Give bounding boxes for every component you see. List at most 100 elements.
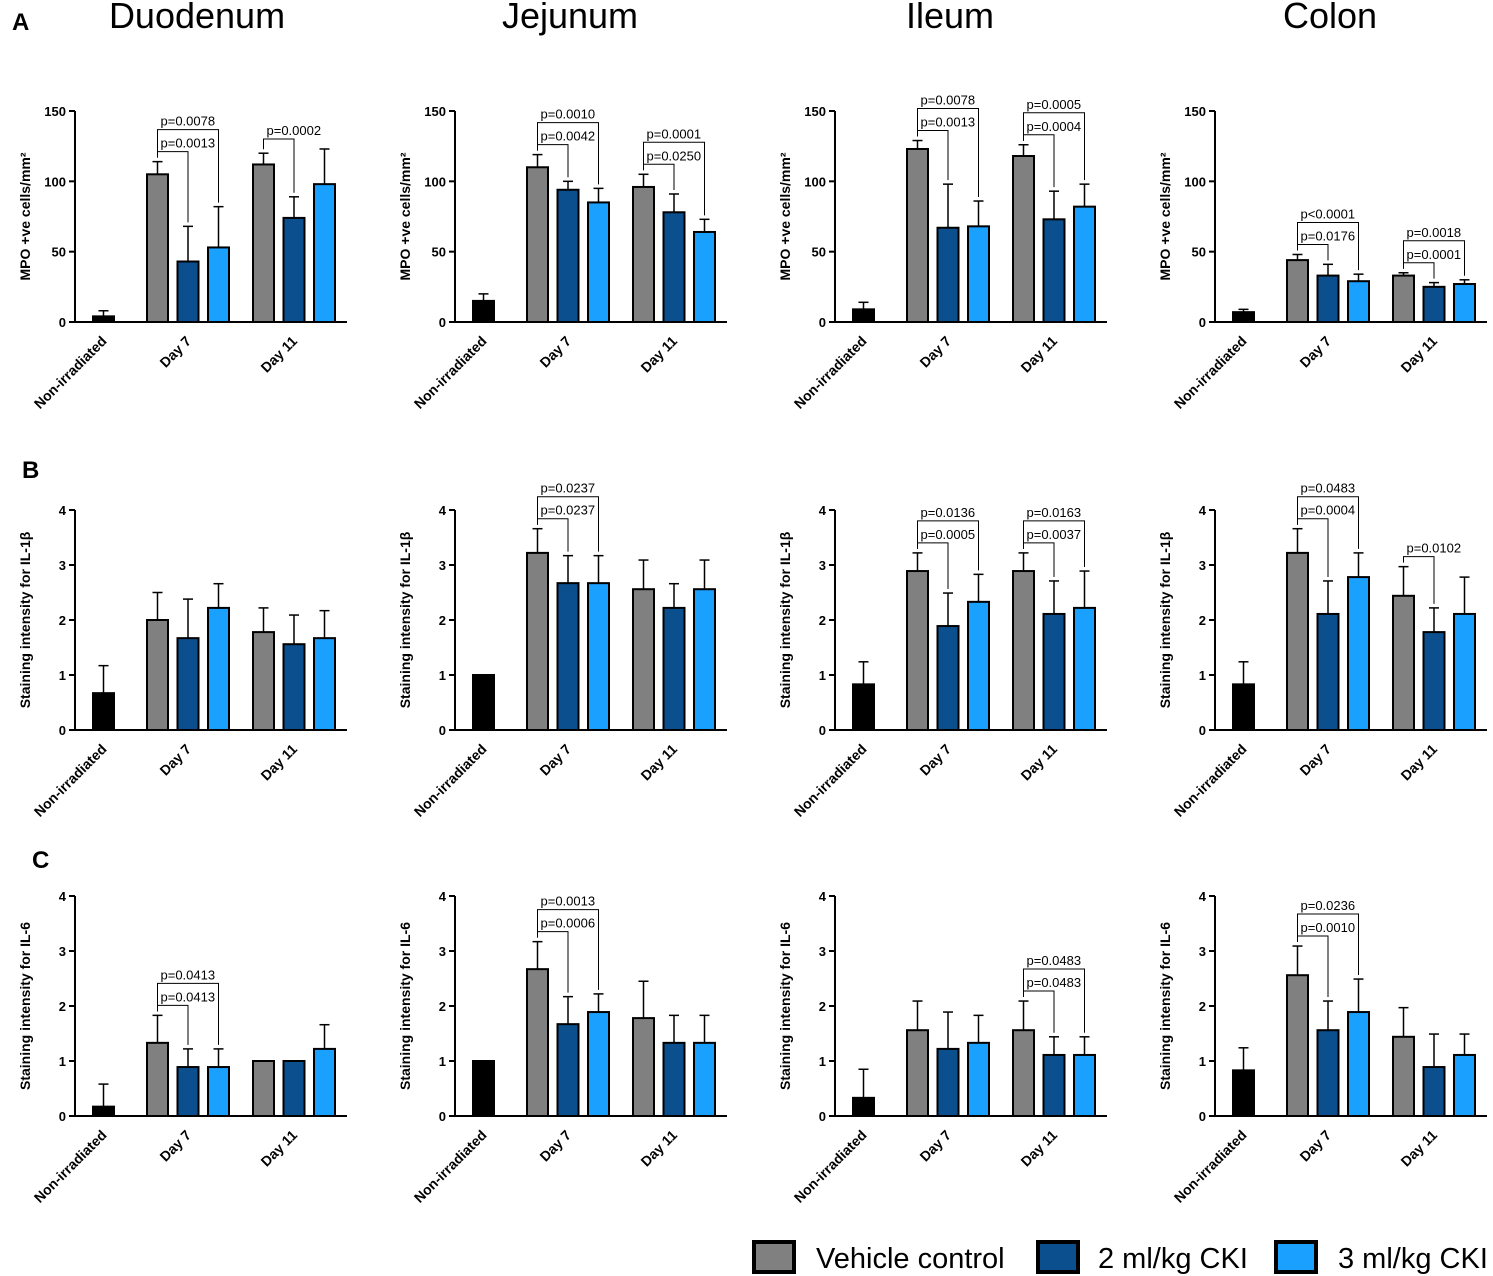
y-tick-label: 1: [439, 668, 446, 683]
y-tick-label: 150: [1184, 104, 1206, 119]
p-value-label: p=0.0037: [1027, 527, 1082, 542]
bar-2-ml-kg-cki: [662, 1041, 686, 1117]
p-value-label: p=0.0002: [267, 123, 322, 138]
bar-non-irradiated: [852, 683, 875, 731]
bar-3-ml-kg-cki: [967, 1041, 990, 1117]
bar-vehicle-control: [1286, 974, 1309, 1118]
legend-swatch-vehicle: [752, 1240, 796, 1274]
bar-3-ml-kg-cki: [1073, 606, 1096, 732]
significance-bracket: [917, 108, 979, 198]
bar-3-ml-kg-cki: [207, 1066, 230, 1118]
y-tick-label: 100: [424, 174, 446, 189]
p-value-label: p=0.0413: [161, 989, 216, 1004]
bar-2-ml-kg-cki: [556, 582, 580, 732]
p-value-label: p=0.0013: [541, 894, 596, 909]
bar-vehicle-control: [1286, 551, 1309, 732]
chart-A-duodenum: 0 50 100 150 MPO +ve cells/mm² Non-irradiated…: [17, 104, 347, 412]
significance-bracket: [917, 520, 979, 571]
chart-B-duodenum: 0 1 2 3 4 Staining intensity for IL-1β Non-irr…: [17, 503, 347, 820]
x-category-label: Day 11: [1017, 333, 1060, 376]
x-category-label: Day 11: [257, 1127, 300, 1170]
y-tick-label: 2: [819, 613, 826, 628]
y-tick-label: 1: [1199, 1054, 1206, 1069]
x-category-label: Day 11: [1017, 741, 1060, 784]
y-tick-label: 150: [424, 104, 446, 119]
bar-3-ml-kg-cki: [313, 1047, 336, 1118]
y-tick-label: 1: [59, 668, 66, 683]
x-category-label: Day 11: [637, 741, 680, 784]
x-category-label: Day 7: [916, 1127, 954, 1165]
y-axis-label: Staining intensity for IL-1β: [1157, 531, 1173, 708]
bar-non-irradiated: [1232, 1069, 1255, 1117]
bar-3-ml-kg-cki: [207, 246, 230, 324]
p-value-label: p=0.0163: [1027, 505, 1082, 520]
p-value-label: p=0.0483: [1027, 953, 1082, 968]
bar-2-ml-kg-cki: [1422, 1066, 1446, 1118]
bar-2-ml-kg-cki: [1042, 612, 1066, 732]
y-tick-label: 100: [804, 174, 826, 189]
y-tick-label: 0: [439, 723, 446, 738]
p-value-label: p=0.0237: [541, 481, 596, 496]
bar-non-irradiated: [472, 299, 495, 323]
y-tick-label: 0: [59, 723, 66, 738]
x-category-label: Non-irradiated: [791, 1127, 870, 1206]
bar-2-ml-kg-cki: [1042, 1053, 1066, 1117]
y-tick-label: 2: [59, 999, 66, 1014]
chart-C-colon: 0 1 2 3 4 Staining intensity for IL-6 Non-irra…: [1157, 889, 1487, 1206]
bar-2-ml-kg-cki: [1316, 1029, 1340, 1117]
bar-2-ml-kg-cki: [936, 226, 960, 323]
x-category-label: Day 7: [1296, 1127, 1334, 1165]
y-tick-label: 3: [819, 944, 826, 959]
bar-vehicle-control: [146, 1041, 169, 1117]
significance-bracket: [1023, 112, 1085, 181]
bar-2-ml-kg-cki: [282, 216, 306, 323]
legend-label-2ml: 2 ml/kg CKI: [1098, 1243, 1248, 1275]
chart-B-colon: 0 1 2 3 4 Staining intensity for IL-1β Non-irr…: [1157, 481, 1487, 820]
bar-3-ml-kg-cki: [1347, 576, 1370, 731]
y-tick-label: 4: [439, 503, 447, 518]
chart-C-jejunum: 0 1 2 3 4 Staining intensity for IL-6 Non-irra…: [397, 889, 727, 1206]
p-value-label: p=0.0001: [1407, 247, 1462, 262]
bar-vehicle-control: [252, 163, 275, 323]
p-value-label: p=0.0006: [541, 916, 596, 931]
p-value-label: p=0.0483: [1027, 975, 1082, 990]
y-axis-label: MPO +ve cells/mm²: [17, 152, 33, 280]
chart-B-jejunum: 0 1 2 3 4 Staining intensity for IL-1β Non-irr…: [397, 481, 727, 820]
x-category-label: Non-irradiated: [411, 1127, 490, 1206]
y-axis-label: Staining intensity for IL-1β: [397, 531, 413, 708]
y-tick-label: 150: [804, 104, 826, 119]
significance-bracket: [1297, 496, 1359, 549]
significance-bracket: [537, 122, 599, 185]
p-value-label: p=0.0176: [1301, 228, 1356, 243]
x-category-label: Day 11: [257, 333, 300, 376]
y-tick-label: 3: [439, 558, 446, 573]
y-tick-label: 0: [819, 1109, 826, 1124]
significance-bracket: [537, 496, 599, 552]
bar-vehicle-control: [526, 968, 549, 1118]
bar-non-irradiated: [92, 692, 115, 732]
bar-vehicle-control: [906, 570, 929, 731]
bar-2-ml-kg-cki: [556, 188, 580, 323]
y-tick-label: 3: [1199, 558, 1206, 573]
bar-3-ml-kg-cki: [207, 606, 230, 732]
y-tick-label: 3: [59, 944, 66, 959]
bar-3-ml-kg-cki: [967, 225, 990, 323]
x-category-label: Non-irradiated: [791, 741, 870, 820]
y-tick-label: 1: [59, 1054, 66, 1069]
x-category-label: Non-irradiated: [31, 333, 110, 412]
p-value-label: p=0.0078: [921, 93, 976, 108]
x-category-label: Non-irradiated: [411, 741, 490, 820]
bar-2-ml-kg-cki: [176, 637, 200, 732]
bar-vehicle-control: [632, 185, 655, 323]
y-tick-label: 4: [59, 503, 67, 518]
bar-2-ml-kg-cki: [936, 625, 960, 731]
bar-3-ml-kg-cki: [1347, 1011, 1370, 1117]
bar-3-ml-kg-cki: [693, 588, 716, 732]
y-tick-label: 50: [52, 245, 66, 260]
p-value-label: p=0.0136: [921, 505, 976, 520]
y-axis-label: MPO +ve cells/mm²: [397, 152, 413, 280]
y-axis-label: Staining intensity for IL-6: [1157, 922, 1173, 1090]
p-value-label: p=0.0018: [1407, 225, 1462, 240]
bar-non-irradiated: [852, 308, 875, 323]
